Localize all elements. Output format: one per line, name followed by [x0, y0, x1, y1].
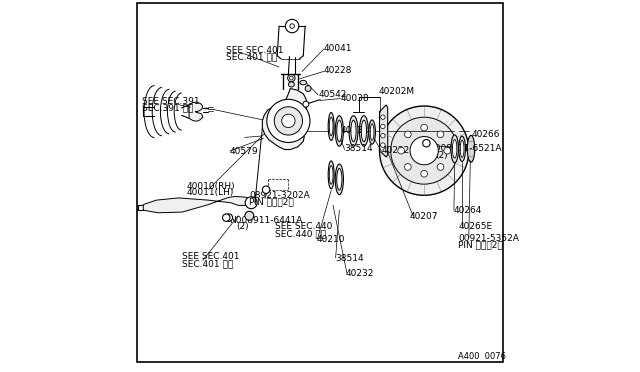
- Ellipse shape: [467, 135, 475, 162]
- Circle shape: [381, 115, 385, 119]
- Ellipse shape: [451, 135, 458, 163]
- Text: SEC.440 参照: SEC.440 参照: [275, 229, 326, 238]
- Text: 38514: 38514: [344, 144, 373, 153]
- Polygon shape: [262, 89, 307, 150]
- Circle shape: [404, 131, 411, 138]
- Text: A400  0076: A400 0076: [458, 352, 506, 361]
- Text: SEE SEC.391: SEE SEC.391: [142, 97, 200, 106]
- Circle shape: [422, 140, 430, 147]
- Text: N: N: [424, 141, 429, 146]
- Ellipse shape: [337, 120, 342, 142]
- Text: 40232: 40232: [346, 269, 374, 278]
- Ellipse shape: [337, 169, 342, 190]
- Ellipse shape: [335, 116, 344, 146]
- Polygon shape: [143, 196, 255, 213]
- Text: 40266: 40266: [472, 130, 500, 139]
- Text: SEE SEC.440: SEE SEC.440: [275, 222, 332, 231]
- Circle shape: [404, 164, 411, 170]
- Circle shape: [444, 147, 451, 154]
- Text: SEE SEC.401: SEE SEC.401: [227, 46, 284, 55]
- Text: 40264: 40264: [453, 206, 481, 215]
- Ellipse shape: [360, 116, 369, 146]
- Ellipse shape: [349, 116, 358, 146]
- Ellipse shape: [370, 124, 374, 140]
- Circle shape: [275, 107, 303, 135]
- Ellipse shape: [369, 120, 376, 144]
- Text: 40542: 40542: [318, 90, 346, 99]
- Polygon shape: [380, 105, 388, 157]
- Text: 08921-3202A: 08921-3202A: [250, 191, 310, 200]
- Text: 40011(LH): 40011(LH): [186, 188, 234, 197]
- Text: 00921-5352A: 00921-5352A: [458, 234, 519, 243]
- Text: 40222: 40222: [381, 146, 410, 155]
- Text: (2): (2): [435, 151, 448, 160]
- Text: N008911-6441A: N008911-6441A: [229, 216, 302, 225]
- Text: 40210: 40210: [316, 235, 345, 244]
- Text: 40232: 40232: [340, 126, 369, 135]
- Text: 40041: 40041: [324, 44, 352, 53]
- Circle shape: [397, 147, 404, 154]
- Circle shape: [381, 134, 385, 138]
- Ellipse shape: [362, 120, 367, 142]
- Text: 40228: 40228: [324, 66, 352, 75]
- Ellipse shape: [452, 140, 457, 158]
- Text: 40010(RH): 40010(RH): [186, 182, 235, 190]
- Circle shape: [421, 170, 428, 177]
- Text: N: N: [225, 215, 230, 220]
- Text: 40202M: 40202M: [379, 87, 415, 96]
- Circle shape: [303, 101, 309, 107]
- Text: PIN ピン（2）: PIN ピン（2）: [250, 197, 294, 206]
- Circle shape: [421, 124, 428, 131]
- Circle shape: [305, 86, 311, 92]
- Circle shape: [437, 164, 444, 170]
- Text: 40265E: 40265E: [458, 222, 493, 231]
- Circle shape: [245, 197, 257, 209]
- Text: SEC.401 参照: SEC.401 参照: [182, 259, 234, 268]
- Text: PIN ピン（2）: PIN ピン（2）: [458, 240, 503, 249]
- Circle shape: [267, 99, 310, 142]
- Text: SEC.401 参照: SEC.401 参照: [227, 52, 278, 61]
- Circle shape: [287, 74, 295, 82]
- Circle shape: [437, 131, 444, 138]
- Ellipse shape: [459, 136, 465, 161]
- Circle shape: [410, 137, 438, 165]
- Ellipse shape: [330, 117, 333, 136]
- Circle shape: [390, 117, 458, 184]
- Ellipse shape: [335, 164, 344, 195]
- Text: SEC.391 参照: SEC.391 参照: [142, 103, 193, 112]
- Ellipse shape: [328, 112, 334, 140]
- Circle shape: [262, 186, 270, 193]
- Circle shape: [380, 106, 468, 195]
- Circle shape: [245, 211, 254, 220]
- Circle shape: [290, 24, 294, 28]
- Circle shape: [381, 143, 385, 147]
- Ellipse shape: [351, 120, 356, 142]
- Circle shape: [381, 124, 385, 129]
- Circle shape: [285, 19, 299, 33]
- Text: (2): (2): [236, 222, 249, 231]
- Ellipse shape: [328, 161, 334, 189]
- Text: 40207: 40207: [410, 212, 438, 221]
- Circle shape: [225, 214, 232, 221]
- Text: 40579: 40579: [230, 147, 259, 155]
- Text: N: N: [224, 215, 228, 220]
- Circle shape: [289, 76, 293, 80]
- Circle shape: [282, 114, 295, 128]
- Polygon shape: [189, 102, 203, 121]
- Circle shape: [223, 214, 230, 221]
- Ellipse shape: [300, 80, 307, 85]
- Ellipse shape: [289, 82, 294, 87]
- Ellipse shape: [330, 166, 333, 184]
- Ellipse shape: [460, 140, 464, 157]
- Text: 40038: 40038: [340, 94, 369, 103]
- Text: N008911-6521A: N008911-6521A: [428, 144, 501, 153]
- Text: SEE SEC.401: SEE SEC.401: [182, 252, 240, 261]
- Text: 38514: 38514: [335, 254, 364, 263]
- FancyBboxPatch shape: [137, 3, 503, 362]
